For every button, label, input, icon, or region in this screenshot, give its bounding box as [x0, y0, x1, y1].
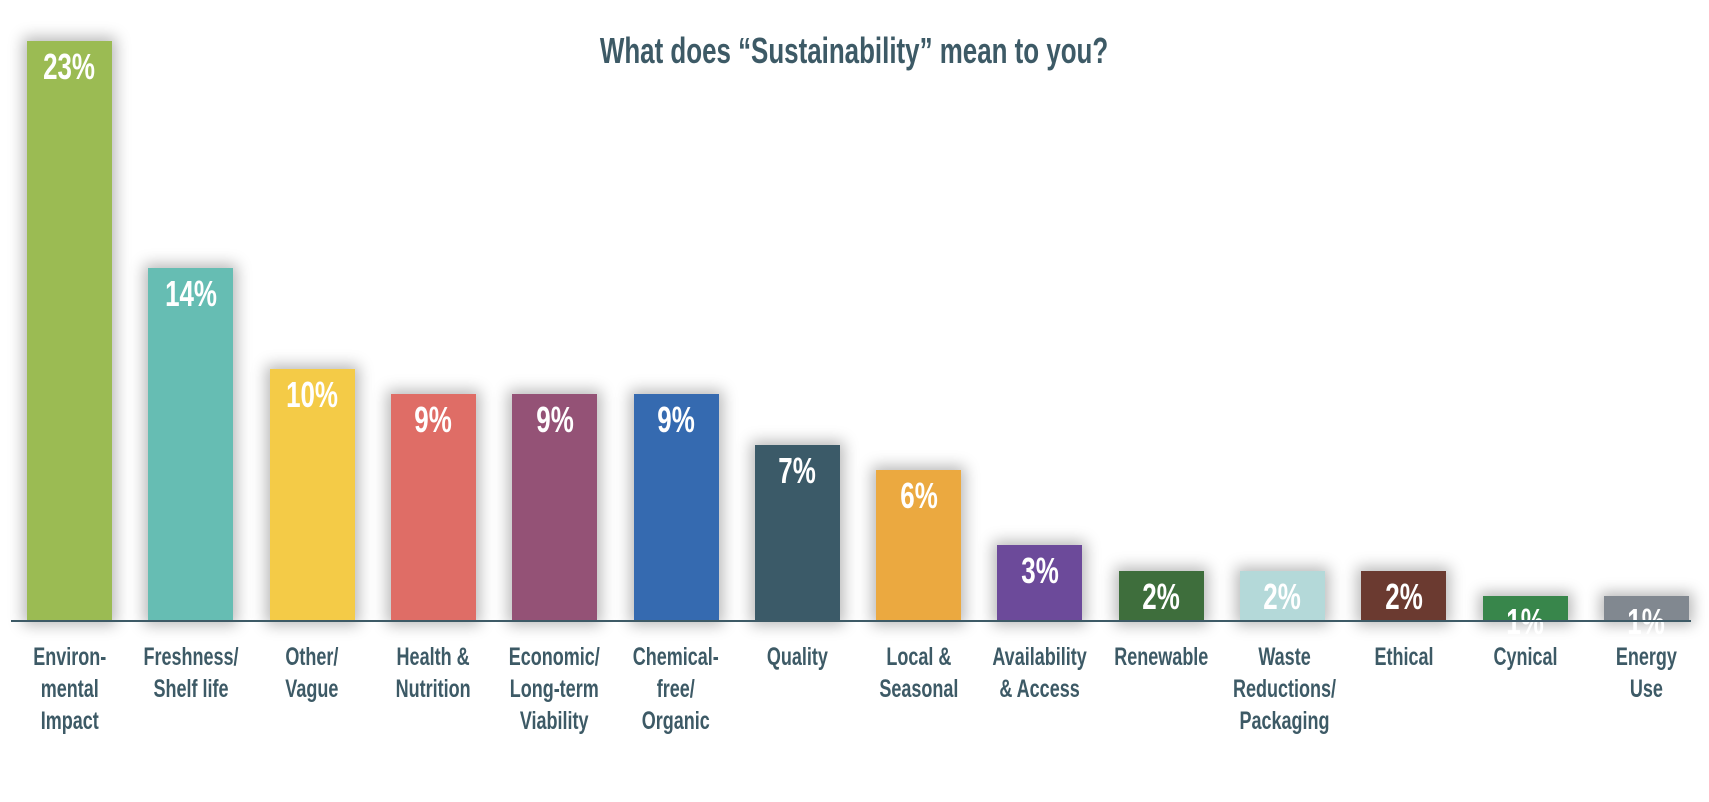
bar: 1%	[1603, 595, 1689, 641]
x-tick-label-text: Other/ Vague	[285, 643, 339, 703]
x-tick-label-text: Energy Use	[1615, 643, 1677, 703]
x-tick-label-text: Environ- mental Impact	[32, 643, 107, 735]
chart-title: What does “Sustainability” mean to you?	[0, 30, 1709, 72]
bar: 9%	[390, 394, 476, 621]
data-label-text: 9%	[535, 399, 574, 441]
bar: 2%	[1118, 570, 1204, 621]
x-tick-label-text: Waste Reductions/ Packaging	[1232, 643, 1336, 735]
x-tick-label: Quality	[727, 641, 867, 673]
bar: 10%	[269, 369, 355, 621]
bar: 23%	[27, 41, 112, 621]
chart-title-text: What does “Sustainability” mean to you?	[600, 30, 1109, 71]
bar: 7%	[754, 444, 840, 621]
data-label-text: 2%	[1142, 575, 1180, 617]
x-tick-label-text: Chemical- free/ Organic	[632, 643, 720, 735]
data-label: 7%	[755, 449, 840, 491]
x-tick-label: Renewable	[1091, 641, 1231, 673]
data-label-text: 3%	[1021, 550, 1059, 592]
data-label: 10%	[270, 375, 355, 415]
data-label: 9%	[512, 400, 597, 440]
x-tick-label: Cynical	[1455, 641, 1595, 673]
x-tick-label: Local & Seasonal	[849, 641, 989, 705]
data-label-text: 10%	[286, 374, 339, 415]
x-tick-label: Other/ Vague	[242, 641, 382, 705]
bar: 1%	[1482, 595, 1568, 641]
data-label-text: 23%	[43, 46, 96, 88]
data-label-text: 6%	[899, 474, 938, 516]
x-tick-label: Health & Nutrition	[363, 641, 503, 705]
data-label: 3%	[997, 551, 1082, 591]
x-tick-label: Ethical	[1334, 641, 1474, 673]
data-label: 2%	[1119, 575, 1204, 617]
x-tick-label: Economic/ Long-term Viability	[485, 641, 625, 737]
bar: 9%	[633, 394, 719, 621]
data-label-text: 2%	[1263, 575, 1302, 617]
x-tick-label: Energy Use	[1576, 641, 1709, 705]
data-label: 9%	[634, 400, 719, 440]
data-label-text: 7%	[778, 449, 817, 491]
data-label-text: 14%	[164, 273, 217, 315]
x-tick-label-text: Economic/ Long-term Viability	[509, 643, 601, 735]
x-tick-label-text: Quality	[766, 643, 828, 671]
x-tick-label: Environ- mental Impact	[0, 641, 140, 737]
bar: 9%	[512, 394, 598, 621]
x-tick-label: Freshness/ Shelf life	[121, 641, 261, 705]
x-tick-label-text: Ethical	[1374, 643, 1434, 671]
data-label: 9%	[391, 400, 476, 440]
data-label: 23%	[27, 47, 112, 87]
x-tick-label-text: Availability & Access	[992, 643, 1088, 703]
data-label: 14%	[148, 274, 233, 314]
x-tick-label-text: Local & Seasonal	[879, 643, 959, 703]
data-label-text: 2%	[1385, 575, 1423, 617]
data-label: 2%	[1361, 575, 1446, 617]
x-tick-label-text: Health & Nutrition	[395, 643, 471, 703]
x-tick-label: Availability & Access	[970, 641, 1110, 705]
bar: 6%	[876, 469, 962, 621]
x-tick-label: Waste Reductions/ Packaging	[1213, 641, 1353, 737]
x-tick-label-text: Cynical	[1493, 643, 1558, 671]
x-tick-label-text: Freshness/ Shelf life	[143, 643, 239, 703]
x-tick-label: Chemical- free/ Organic	[606, 641, 746, 737]
bar: 2%	[1240, 570, 1325, 621]
x-tick-label-text: Renewable	[1114, 643, 1209, 671]
bar: 3%	[997, 545, 1083, 621]
data-label: 6%	[876, 474, 961, 516]
data-label: 2%	[1240, 575, 1325, 617]
bar: 14%	[148, 268, 234, 621]
data-label-text: 9%	[414, 399, 453, 441]
bar: 2%	[1361, 570, 1447, 621]
x-axis-line	[11, 620, 1691, 622]
data-label-text: 9%	[657, 399, 695, 441]
